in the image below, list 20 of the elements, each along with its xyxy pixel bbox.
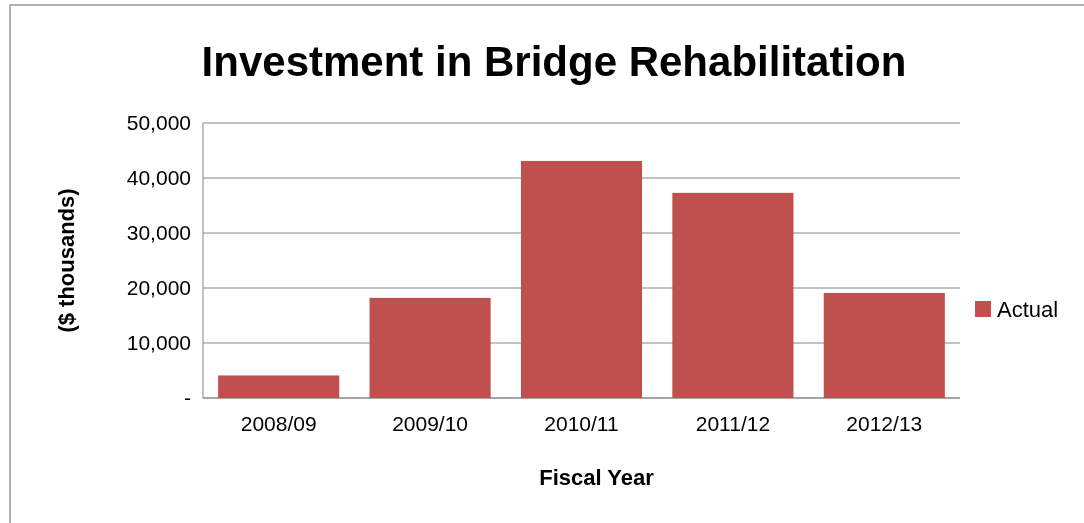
x-tick-label: 2012/13 xyxy=(846,412,923,435)
bar xyxy=(218,375,340,398)
x-tick-label: 2008/09 xyxy=(240,412,317,435)
y-tick-label: 10,000 xyxy=(126,331,191,355)
bar xyxy=(672,192,794,398)
y-tick-label: - xyxy=(184,386,191,410)
x-tick-label: 2009/10 xyxy=(392,412,469,435)
y-tick-label: 50,000 xyxy=(126,111,191,135)
bar xyxy=(823,292,945,398)
chart-title: Investment in Bridge Rehabilitation xyxy=(201,38,907,85)
bar xyxy=(520,160,643,398)
x-tick-label: 2010/11 xyxy=(544,412,619,435)
y-tick-label: 30,000 xyxy=(126,221,191,245)
x-tick-label: 2011/12 xyxy=(695,412,771,435)
y-tick-label: 40,000 xyxy=(126,166,191,190)
y-axis-title: ($ thousands) xyxy=(54,188,79,333)
legend-label: Actual xyxy=(997,296,1059,322)
x-axis-title: Fiscal Year xyxy=(539,465,655,490)
y-tick-label: 20,000 xyxy=(126,276,191,300)
bar xyxy=(369,297,491,398)
